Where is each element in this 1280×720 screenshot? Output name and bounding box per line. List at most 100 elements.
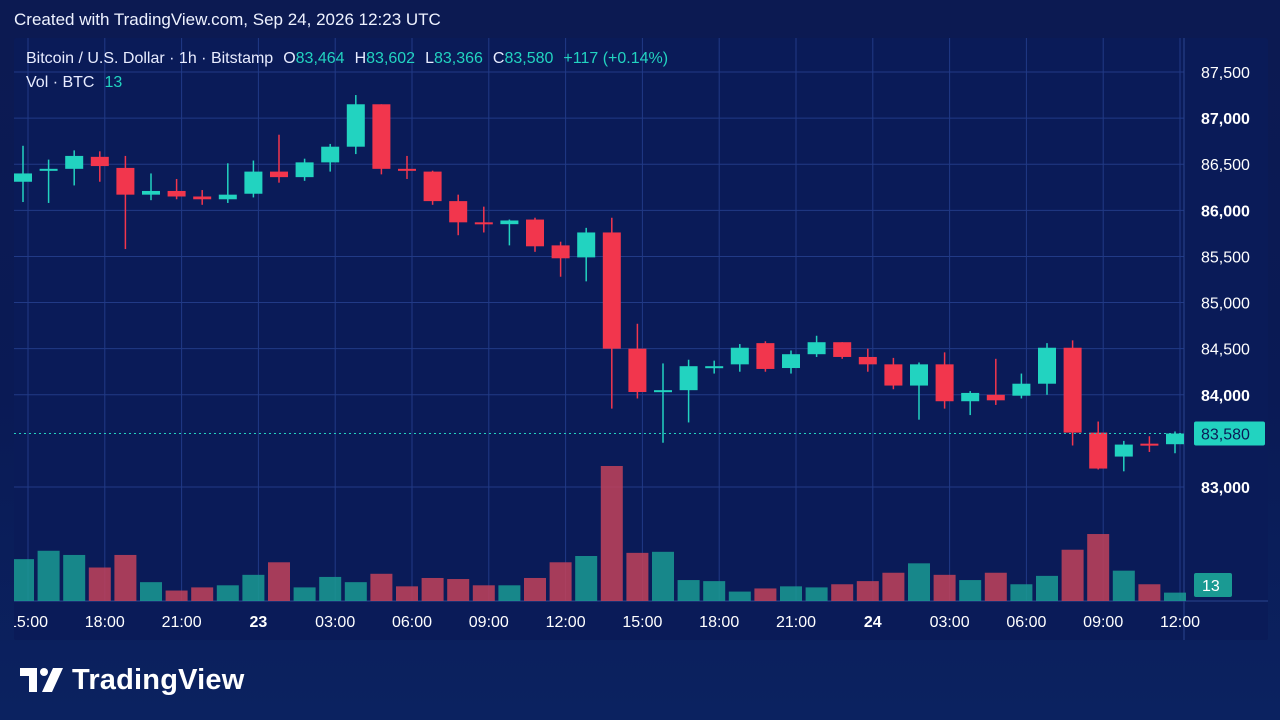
candle-body[interactable] xyxy=(910,364,928,386)
candle-body[interactable] xyxy=(1114,444,1133,457)
volume-bar[interactable] xyxy=(396,586,418,601)
candlestick-chart[interactable]: 87,500 87,000 86,500 86,000 85,500 85,000 84,5… xyxy=(14,38,1268,640)
brand-name: TradingView xyxy=(72,663,245,696)
candle-body[interactable] xyxy=(321,146,340,163)
brand[interactable]: TradingView xyxy=(20,660,245,700)
legend-symbol[interactable]: Bitcoin / U.S. Dollar · 1h · Bitstamp xyxy=(26,50,274,67)
volume-bar[interactable] xyxy=(293,587,316,601)
volume-bar[interactable] xyxy=(140,582,162,601)
volume-bar[interactable] xyxy=(933,574,956,601)
candle-body[interactable] xyxy=(1140,443,1159,446)
volume-bar[interactable] xyxy=(959,580,982,601)
volume-bar[interactable] xyxy=(165,590,188,601)
candle-body[interactable] xyxy=(577,232,596,258)
volume-bar[interactable] xyxy=(882,572,905,601)
candle-body[interactable] xyxy=(730,347,749,365)
volume-bar[interactable] xyxy=(88,567,111,601)
chart-panel[interactable]: 87,500 87,000 86,500 86,000 85,500 85,000 84,5… xyxy=(14,38,1268,640)
candle-body[interactable] xyxy=(193,196,212,200)
candle-body[interactable] xyxy=(423,171,442,202)
volume-bar[interactable] xyxy=(472,585,495,601)
volume-bar[interactable] xyxy=(1087,534,1110,601)
candle-body[interactable] xyxy=(961,392,980,402)
volume-bar[interactable] xyxy=(754,588,777,601)
candle-body[interactable] xyxy=(39,168,58,171)
volume-bar[interactable] xyxy=(268,562,290,601)
candle-body[interactable] xyxy=(500,220,519,225)
candle-body[interactable] xyxy=(628,348,647,393)
candle-body[interactable] xyxy=(935,364,954,402)
candle-body[interactable] xyxy=(116,167,135,195)
volume-bar[interactable] xyxy=(549,562,572,601)
last-volume-tag[interactable] xyxy=(1194,573,1232,597)
volume-bar[interactable] xyxy=(1036,575,1058,601)
volume-bar[interactable] xyxy=(1010,584,1033,601)
candle-body[interactable] xyxy=(142,190,160,195)
candle-body[interactable] xyxy=(1089,432,1108,469)
volume-bar[interactable] xyxy=(1164,592,1186,601)
legend-volume-label[interactable]: Vol · BTC xyxy=(26,74,95,91)
last-price-tag[interactable] xyxy=(1194,421,1265,446)
candle-body[interactable] xyxy=(295,162,314,178)
volume-bar[interactable] xyxy=(216,585,239,601)
candle-body[interactable] xyxy=(756,343,775,369)
candle-body[interactable] xyxy=(449,201,468,223)
candle-body[interactable] xyxy=(782,354,800,369)
volume-bar[interactable] xyxy=(37,550,60,601)
volume-bar[interactable] xyxy=(319,576,342,601)
candle-body[interactable] xyxy=(218,194,237,200)
volume-bar[interactable] xyxy=(652,551,674,601)
volume-bar[interactable] xyxy=(1138,584,1161,601)
volume-bar[interactable] xyxy=(524,577,546,601)
candle-body[interactable] xyxy=(602,232,621,349)
volume-bar[interactable] xyxy=(498,585,521,601)
candle-body[interactable] xyxy=(551,245,570,259)
candle-body[interactable] xyxy=(705,366,724,369)
candle-body[interactable] xyxy=(679,366,698,391)
candle-body[interactable] xyxy=(654,390,672,393)
volume-bar[interactable] xyxy=(1112,570,1135,601)
volume-bar[interactable] xyxy=(984,572,1007,601)
candle-body[interactable] xyxy=(986,394,1005,401)
candle-body[interactable] xyxy=(1012,383,1031,396)
volume-bar[interactable] xyxy=(677,580,700,601)
volume-bar[interactable] xyxy=(242,574,265,601)
candle-body[interactable] xyxy=(526,219,544,247)
candle-body[interactable] xyxy=(244,171,263,194)
candle-body[interactable] xyxy=(90,156,109,167)
volume-bar[interactable] xyxy=(63,554,86,601)
candle-body[interactable] xyxy=(346,104,365,147)
candle-body[interactable] xyxy=(372,104,391,169)
volume-bar[interactable] xyxy=(805,587,828,601)
volume-bar[interactable] xyxy=(780,586,802,601)
candle-body[interactable] xyxy=(1063,347,1082,433)
volume-bar[interactable] xyxy=(14,559,34,601)
volume-bar[interactable] xyxy=(114,554,137,601)
volume-bar[interactable] xyxy=(728,591,751,601)
volume-bar[interactable] xyxy=(856,581,879,601)
candle-body[interactable] xyxy=(65,155,84,169)
volume-bar[interactable] xyxy=(575,556,598,601)
candle-body[interactable] xyxy=(474,222,493,225)
candle-body[interactable] xyxy=(833,342,852,357)
volume-bar[interactable] xyxy=(447,579,470,601)
candle-body[interactable] xyxy=(858,356,877,365)
candle-body[interactable] xyxy=(1038,347,1056,384)
volume-bar[interactable] xyxy=(1061,549,1084,601)
candle-body[interactable] xyxy=(14,173,32,182)
volume-bar[interactable] xyxy=(626,552,649,601)
candle-body[interactable] xyxy=(1166,433,1184,445)
candle-body[interactable] xyxy=(884,364,903,386)
volume-bar[interactable] xyxy=(191,587,214,601)
volume-bar[interactable] xyxy=(703,581,726,601)
candle-body[interactable] xyxy=(398,168,416,171)
volume-bar[interactable] xyxy=(600,466,623,601)
volume-bar[interactable] xyxy=(421,577,444,601)
volume-bar[interactable] xyxy=(908,563,930,601)
candle-body[interactable] xyxy=(270,171,288,178)
candle-body[interactable] xyxy=(807,342,826,355)
volume-bar[interactable] xyxy=(344,582,367,601)
volume-bar[interactable] xyxy=(370,573,393,601)
candle-body[interactable] xyxy=(167,190,186,197)
volume-bar[interactable] xyxy=(831,584,854,601)
